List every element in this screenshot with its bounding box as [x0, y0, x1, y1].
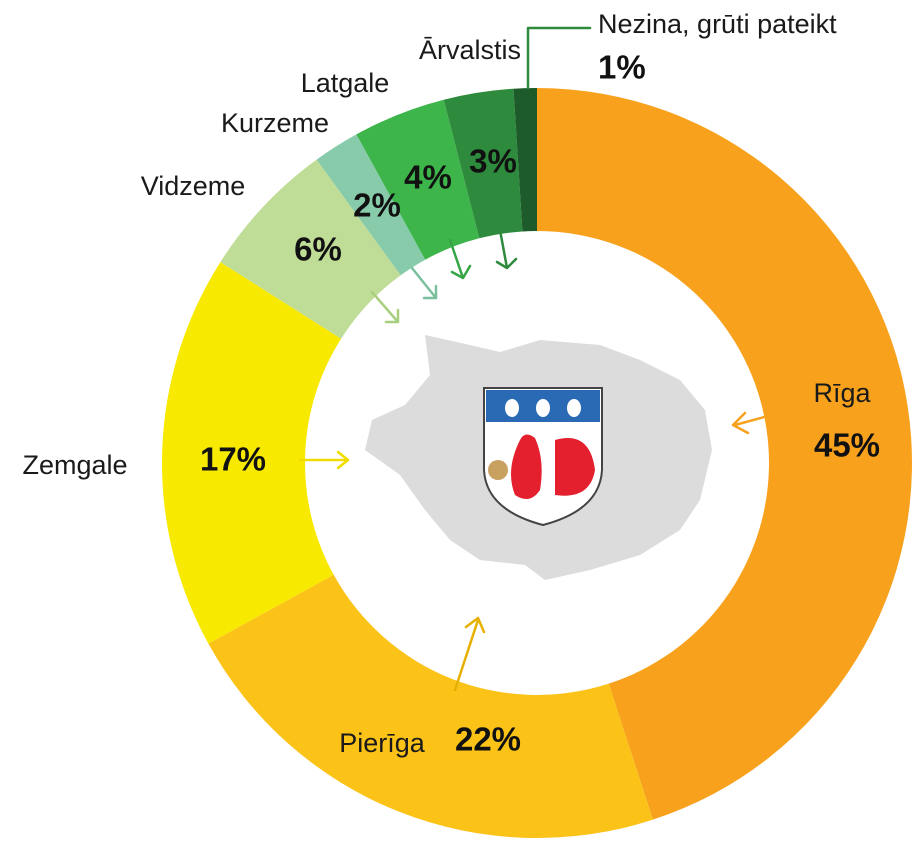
category-label: Latgale [301, 68, 390, 98]
value-label: 3% [469, 143, 517, 180]
arrows [298, 26, 792, 692]
slice [208, 574, 653, 838]
value-label: 45% [814, 427, 880, 464]
coat-of-arms [483, 387, 603, 527]
category-label: Vidzeme [141, 171, 246, 201]
category-label: Zemgale [22, 450, 127, 480]
donut [161, 88, 912, 838]
slice [316, 134, 426, 276]
category-label: Rīga [813, 378, 871, 408]
value-label: 4% [404, 159, 452, 196]
category-label: Ārvalstis [419, 35, 521, 65]
value-label: 17% [200, 441, 266, 478]
value-label: 6% [294, 231, 342, 268]
value-label: 1% [598, 49, 646, 86]
slice [356, 99, 480, 260]
labels: Rīga 45% Pierīga 22% Zemgale 17% Vidzeme 6% Kurz… [22, 9, 880, 758]
slice [443, 88, 523, 239]
value-label: 22% [455, 721, 521, 758]
value-label: 2% [353, 187, 401, 224]
slice [161, 262, 342, 644]
slice [537, 88, 912, 820]
slice [220, 159, 401, 339]
category-label: Pierīga [339, 728, 426, 758]
category-label: Kurzeme [221, 108, 329, 138]
slice [513, 88, 537, 232]
category-label: Nezina, grūti pateikt [598, 9, 837, 39]
